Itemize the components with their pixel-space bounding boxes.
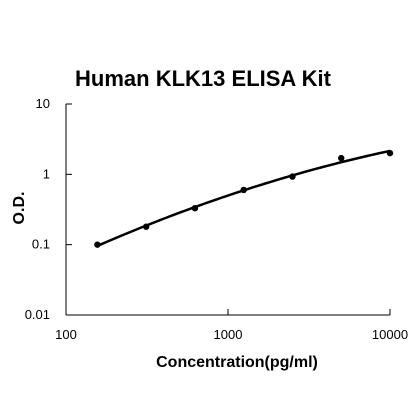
data-point [289,173,296,180]
y-tick-label: 0.01 [25,307,50,322]
x-tick-label: 100 [55,327,77,342]
y-tick-label: 1 [43,166,50,181]
y-axis-label: O.D. [11,192,28,225]
x-tick-label: 1000 [214,327,243,342]
data-point [191,204,199,212]
data-point [142,223,150,230]
plot-area: 0.01 0.1 1 10 100 1000 10000 [25,96,408,342]
y-ticks: 0.01 0.1 1 10 [25,96,72,322]
chart-title: Human KLK13 ELISA Kit [75,66,332,91]
data-point [338,154,345,162]
x-tick-label: 10000 [372,327,408,342]
data-points [94,149,394,248]
fit-curve [96,149,391,248]
y-tick-label: 10 [36,96,50,111]
data-point [386,149,394,157]
y-tick-label: 0.1 [32,237,50,252]
x-axis-label: Concentration(pg/ml) [156,354,318,371]
data-point [94,241,101,248]
data-point [240,186,247,194]
x-ticks: 100 1000 10000 [55,309,408,342]
